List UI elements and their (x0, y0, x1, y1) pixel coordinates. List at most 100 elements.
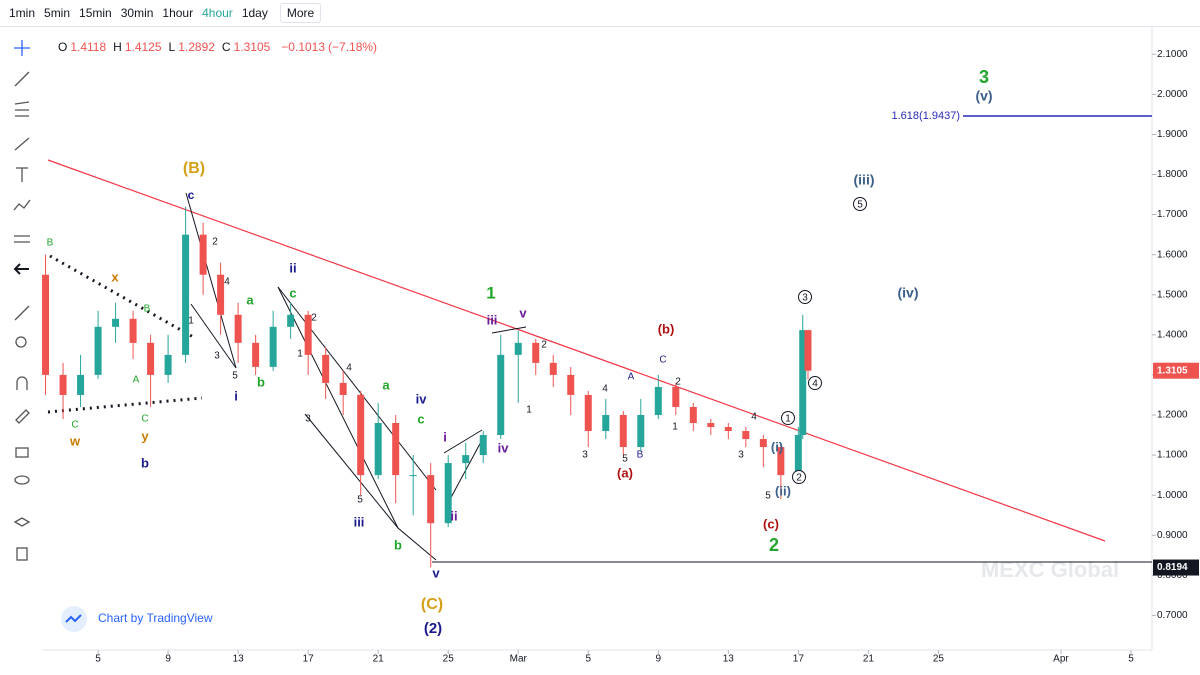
wave-circle (808, 376, 822, 390)
attribution: Chart by TradingView (98, 611, 213, 625)
candle-body (427, 475, 435, 524)
wave-label: v (519, 305, 527, 320)
chart: Chart by TradingView MEXC Global 1.618(1… (0, 27, 1199, 675)
x-tick-label: 9 (656, 654, 662, 665)
candle-body (602, 414, 610, 432)
y-tick-label: 1.2000 (1157, 410, 1188, 421)
wave-label: B (47, 238, 54, 249)
wave-label: 3 (305, 414, 311, 425)
wave-label: A (133, 375, 140, 386)
y-tick-label: 2.1000 (1157, 49, 1188, 60)
wave-label: c (188, 188, 195, 202)
tv-logo (61, 606, 87, 632)
more-button[interactable]: More (279, 3, 322, 23)
wave-label: a (246, 292, 254, 307)
candle-body (619, 414, 627, 448)
y-tick-label: 0.7000 (1157, 610, 1188, 621)
y-tick-label: 1.9000 (1157, 129, 1188, 140)
candle-body (269, 326, 277, 367)
candle-body (444, 463, 452, 524)
wave-label: (iv) (898, 285, 919, 301)
wave-label: b (394, 537, 402, 552)
wave-label: A (628, 372, 635, 383)
wave-label: iv (498, 440, 510, 455)
wave-label: iv (416, 391, 428, 406)
candle-body (147, 342, 155, 375)
wave-label: 1 (526, 405, 532, 416)
ohlc-legend: O 1.4118 H 1.4125 L 1.2892 C 1.3105 −0.1013 (−7.1… (58, 40, 377, 54)
wave-label: ii (289, 260, 296, 275)
wave-lines (185, 192, 527, 561)
wave-label: 2 (311, 313, 317, 324)
x-tick-label: 5 (1128, 654, 1134, 665)
y-tick-label: 1.4000 (1157, 329, 1188, 340)
y-tick-label: 1.5000 (1157, 289, 1188, 300)
candle-body (182, 234, 190, 355)
interval-button[interactable]: 1hour (162, 6, 194, 20)
interval-button[interactable]: 30min (120, 6, 154, 20)
candle-body (409, 475, 417, 477)
candle-body (799, 330, 807, 436)
candle-body (497, 354, 505, 436)
wave-label: C (659, 355, 666, 366)
interval-button[interactable]: 4hour (202, 6, 233, 20)
candle-body (252, 342, 260, 367)
candle-body (742, 431, 750, 440)
wave-label: 2 (769, 535, 779, 555)
wave-label: 4 (602, 384, 608, 395)
candle-body (689, 406, 697, 424)
toolbar: 1min 5min 15min 30min 1hour 4hour 1day More (0, 0, 1200, 27)
wave-circle (781, 411, 795, 425)
wave-label: 1 (672, 422, 678, 433)
candle-body (707, 423, 715, 428)
legend-low: 1.2892 (178, 40, 215, 54)
x-tick-label: 13 (233, 654, 245, 665)
wave-label: (b) (658, 321, 675, 336)
wave-label: a (382, 377, 390, 392)
wave-label: w (69, 433, 81, 448)
wave-label: c (417, 411, 424, 426)
x-tick-label: 21 (373, 654, 385, 665)
candle-body (112, 318, 120, 327)
wave-label: 5 (357, 495, 363, 506)
x-tick-label: 5 (95, 654, 101, 665)
wave-label: 2 (796, 473, 802, 484)
candle-body (217, 274, 225, 315)
candle-body (339, 382, 347, 395)
wave-label: b (141, 455, 149, 470)
legend-c-label: C (221, 40, 231, 54)
interval-button[interactable]: 5min (44, 6, 71, 20)
legend-h-label: H (113, 40, 122, 54)
legend-close: 1.3105 (233, 40, 271, 54)
candle-body (672, 386, 680, 407)
x-tick-label: 17 (793, 654, 805, 665)
candle-body (199, 234, 207, 275)
legend-l-label: L (168, 40, 176, 54)
wave-label: 1 (188, 316, 194, 327)
interval-button[interactable]: 1min (9, 6, 36, 20)
y-tick-label: 1.6000 (1157, 249, 1188, 260)
candle-body (794, 435, 802, 476)
wave-label: x (111, 269, 119, 284)
candle-body (42, 274, 50, 375)
wave-label: C (71, 420, 78, 431)
candle-body (549, 362, 557, 375)
candle-body (129, 318, 137, 343)
interval-button[interactable]: 15min (79, 6, 112, 20)
trendline (47, 159, 1106, 542)
left-toolbar (0, 27, 42, 675)
interval-button[interactable]: 1day (241, 6, 268, 20)
wave-label: B (637, 450, 644, 461)
wave-label: 3 (738, 450, 744, 461)
x-tick-label: 21 (863, 654, 875, 665)
x-tick-label: 25 (443, 654, 455, 665)
candle-body (759, 439, 767, 448)
candle-body (567, 374, 575, 395)
candle-body (304, 314, 312, 355)
wave-label: 4 (346, 363, 352, 374)
y-tick-label: 1.0000 (1157, 490, 1188, 501)
candle-body (59, 374, 67, 395)
candle-body (357, 394, 365, 476)
wave-label: (C) (421, 596, 443, 613)
legend-open: 1.4118 (70, 40, 107, 54)
